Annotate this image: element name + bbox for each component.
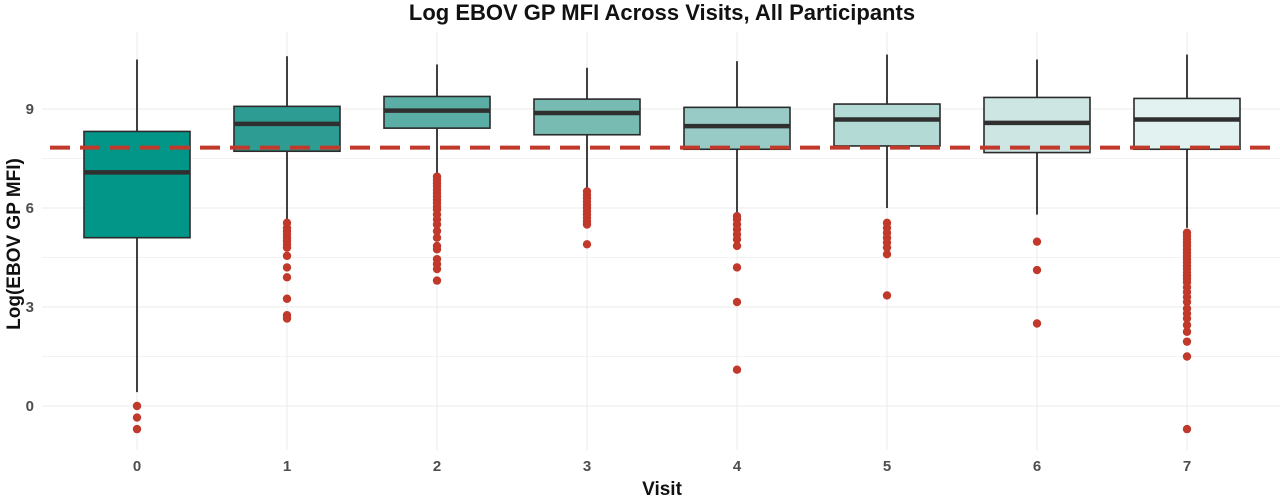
box-visit-0 xyxy=(83,59,191,434)
x-tick-label: 4 xyxy=(733,458,742,475)
outlier-point xyxy=(282,263,292,272)
x-tick-label: 7 xyxy=(1183,458,1191,475)
outlier-point xyxy=(432,226,442,236)
outlier-point xyxy=(732,263,742,272)
chart-title: Log EBOV GP MFI Across Visits, All Parti… xyxy=(409,0,915,25)
outlier-point xyxy=(732,297,742,307)
outlier-point xyxy=(432,276,442,285)
outlier-point xyxy=(732,241,742,251)
outlier-point xyxy=(1032,265,1042,275)
outlier-point xyxy=(132,413,142,422)
x-tick-label: 2 xyxy=(433,458,441,475)
box-visit-3 xyxy=(533,67,641,249)
outlier-point xyxy=(1032,237,1042,246)
outlier-point xyxy=(282,314,292,323)
box-visit-6 xyxy=(983,59,1091,328)
outlier-point xyxy=(282,251,292,261)
outlier-point xyxy=(432,264,442,274)
box-iqr xyxy=(1133,97,1241,151)
x-tick-label: 0 xyxy=(133,458,141,475)
outlier-point xyxy=(732,365,742,374)
x-axis-title: Visit xyxy=(642,479,682,500)
box-visit-7 xyxy=(1133,54,1241,434)
box-visit-5 xyxy=(833,54,941,300)
y-tick-label: 3 xyxy=(26,299,34,316)
outlier-point xyxy=(732,235,742,244)
outlier-point xyxy=(1182,327,1192,336)
box-plot-series xyxy=(83,54,1241,434)
outlier-point xyxy=(882,291,892,300)
box-visit-4 xyxy=(683,61,791,374)
outlier-point xyxy=(582,220,592,229)
outlier-point xyxy=(282,273,292,282)
outlier-point xyxy=(432,233,442,242)
x-tick-label: 1 xyxy=(283,458,291,475)
outlier-point xyxy=(282,243,292,252)
grid-lines xyxy=(42,32,1280,450)
box-iqr xyxy=(533,98,641,136)
x-tick-label: 5 xyxy=(883,458,891,475)
outlier-point xyxy=(282,294,292,303)
outlier-point xyxy=(1032,319,1042,328)
y-tick-label: 6 xyxy=(26,200,34,217)
outlier-point xyxy=(432,245,442,254)
outlier-point xyxy=(1182,424,1192,434)
outlier-point xyxy=(1182,297,1192,307)
y-axis-ticks: 0 3 6 9 xyxy=(26,101,34,415)
y-tick-label: 0 xyxy=(26,398,34,415)
outlier-point xyxy=(882,243,892,252)
outlier-point xyxy=(1182,352,1192,361)
box-visit-2 xyxy=(383,64,491,285)
x-tick-label: 3 xyxy=(583,458,591,475)
box-iqr xyxy=(833,103,941,147)
outlier-point xyxy=(1182,337,1192,346)
x-tick-label: 6 xyxy=(1033,458,1041,475)
box-iqr xyxy=(233,105,341,153)
outlier-point xyxy=(582,240,592,249)
outlier-point xyxy=(1182,320,1192,330)
y-axis-title: Log(EBOV GP MFI) xyxy=(4,158,25,330)
outlier-point xyxy=(882,250,892,259)
outlier-point xyxy=(1182,314,1192,323)
x-axis-ticks: 0 1 2 3 4 5 6 7 xyxy=(133,458,1191,475)
y-tick-label: 9 xyxy=(26,101,34,118)
box-visit-1 xyxy=(233,56,341,323)
outlier-point xyxy=(432,220,442,229)
outlier-point xyxy=(132,424,142,434)
outlier-point xyxy=(132,401,142,411)
